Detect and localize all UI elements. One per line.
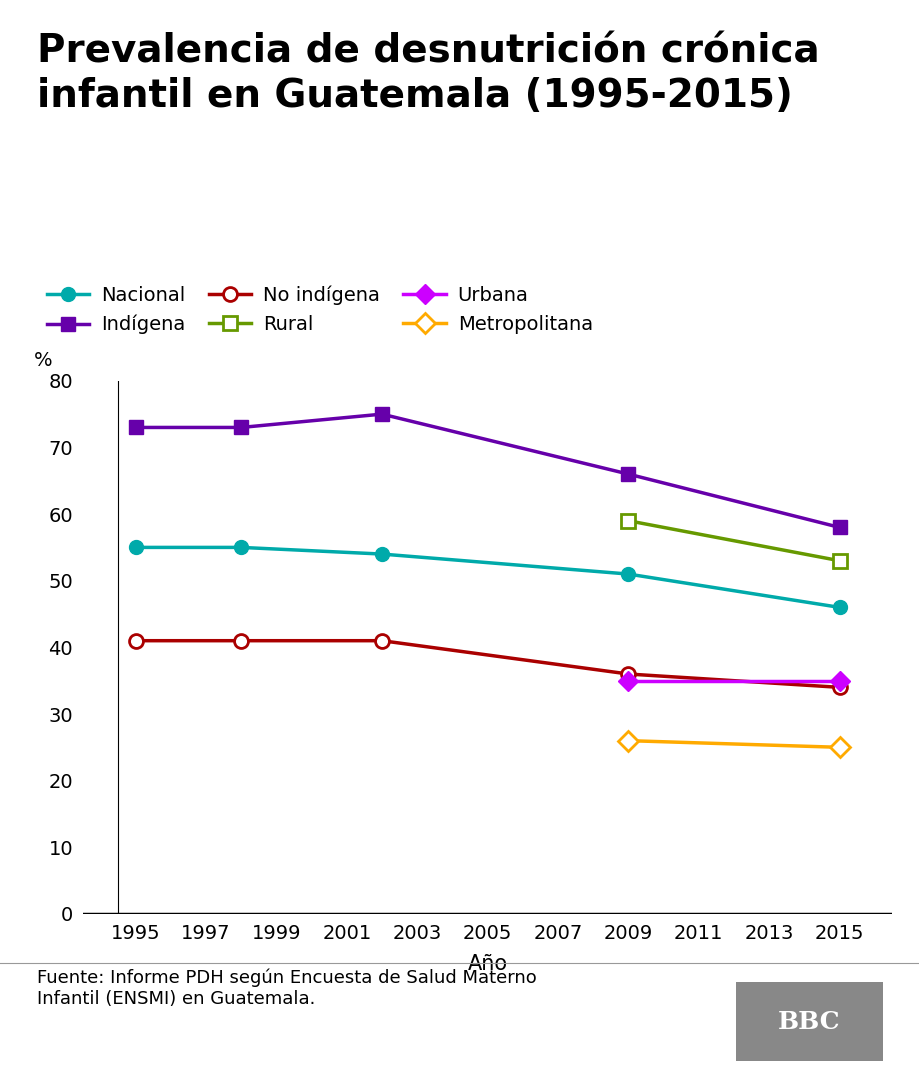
X-axis label: Año: Año — [467, 954, 507, 974]
Text: Prevalencia de desnutrición crónica
infantil en Guatemala (1995-2015): Prevalencia de desnutrición crónica infa… — [37, 33, 819, 114]
Legend: Nacional, Indígena, No indígena, Rural, Urbana, Metropolitana: Nacional, Indígena, No indígena, Rural, … — [47, 286, 592, 334]
Text: Fuente: Informe PDH según Encuesta de Salud Materno
Infantil (ENSMI) en Guatemal: Fuente: Informe PDH según Encuesta de Sa… — [37, 968, 536, 1007]
Text: %: % — [34, 351, 52, 370]
Text: BBC: BBC — [777, 1010, 840, 1034]
